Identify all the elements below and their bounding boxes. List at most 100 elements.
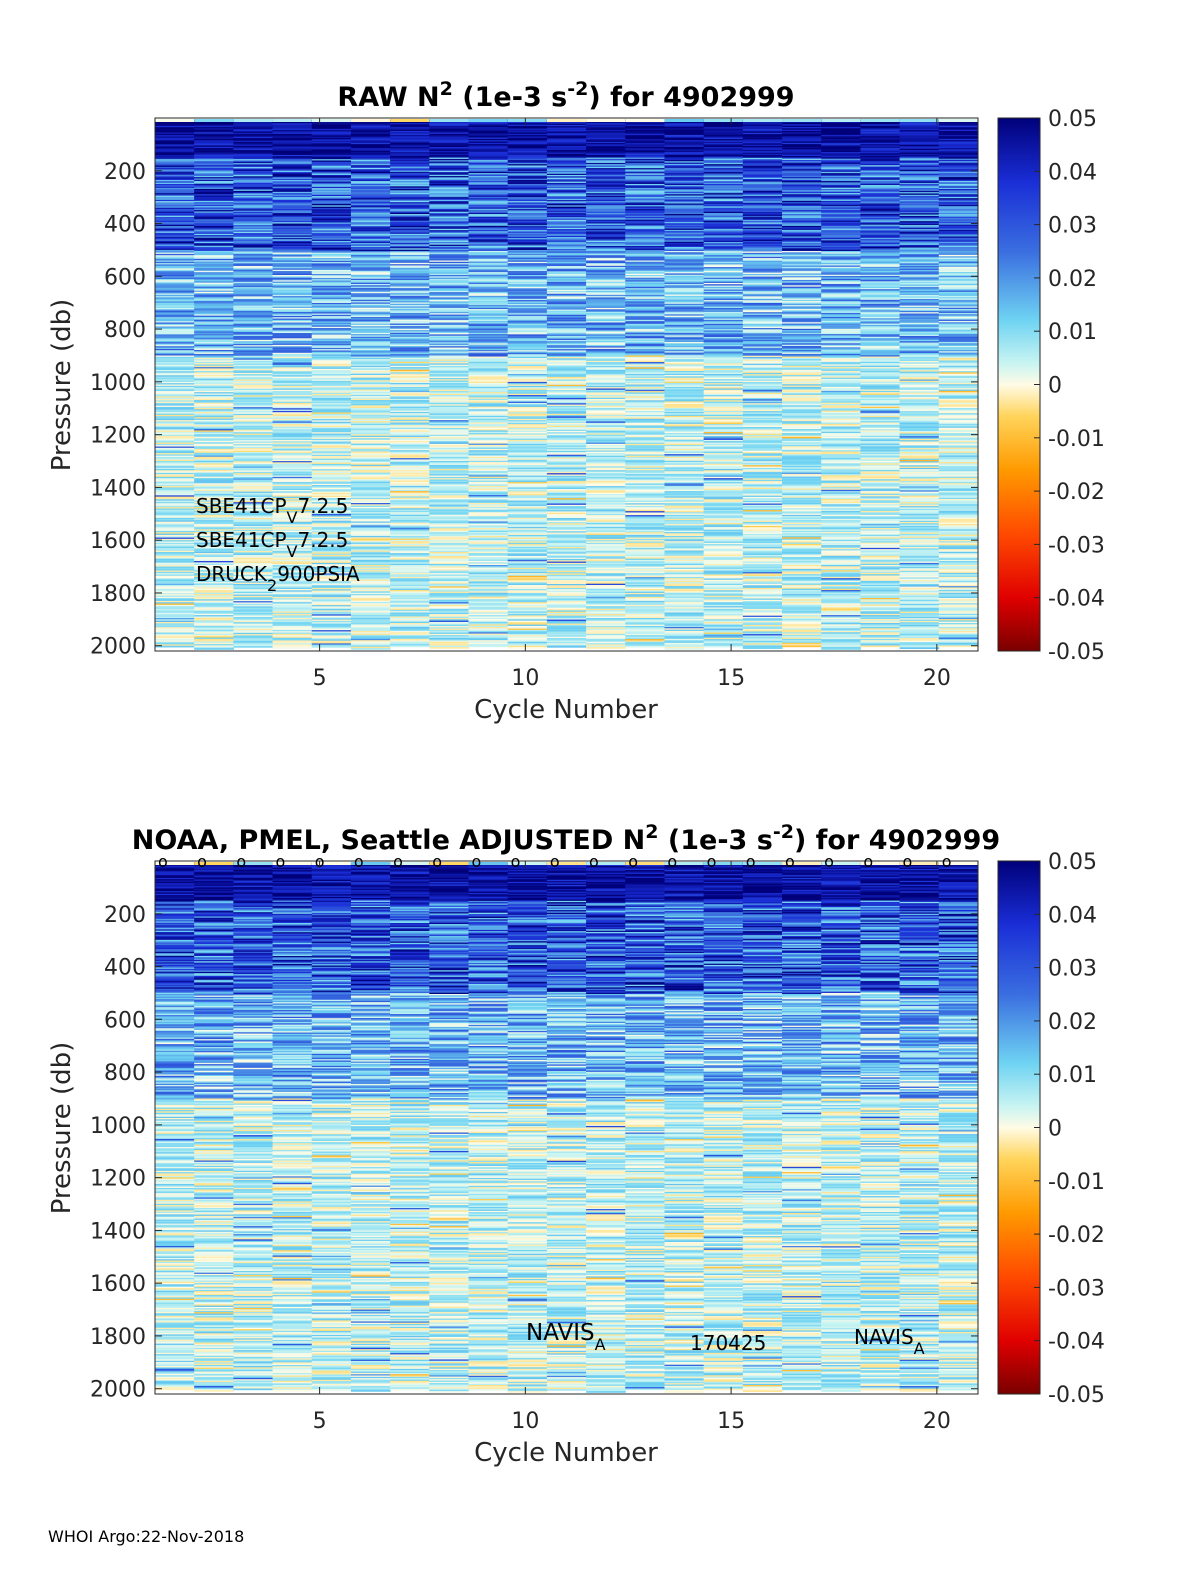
heat-cell xyxy=(311,145,352,148)
heat-cell xyxy=(272,164,313,166)
heat-cell xyxy=(350,530,391,533)
heat-cell xyxy=(233,126,274,128)
heat-cell xyxy=(194,570,234,572)
heat-cell xyxy=(272,136,313,139)
heat-cell xyxy=(272,615,313,618)
heat-cell xyxy=(233,312,274,314)
heat-cell xyxy=(350,237,391,240)
heat-cell xyxy=(311,549,352,552)
heat-cell xyxy=(155,161,195,164)
heat-cell xyxy=(272,141,313,144)
heat-cell xyxy=(155,201,195,203)
title-part: -2 xyxy=(567,78,588,100)
heat-cell xyxy=(233,561,274,564)
heat-cell xyxy=(155,187,195,190)
heat-cell xyxy=(311,288,352,291)
heat-cell xyxy=(311,485,352,487)
heat-cell xyxy=(155,393,195,396)
heat-cell xyxy=(390,144,430,146)
heat-cell xyxy=(311,541,352,544)
heat-cell xyxy=(233,569,274,572)
heat-cell xyxy=(272,268,313,271)
heat-cell xyxy=(272,281,313,284)
heat-cell xyxy=(350,407,391,410)
heat-cell xyxy=(311,247,352,250)
heat-cell xyxy=(233,343,274,346)
heat-cell xyxy=(155,520,195,523)
heat-cell xyxy=(350,314,391,317)
heat-cell xyxy=(272,137,313,140)
heat-cell xyxy=(350,262,391,265)
heat-cell xyxy=(233,469,274,471)
heat-cell xyxy=(311,357,352,359)
heat-cell xyxy=(233,392,274,395)
heat-cell xyxy=(272,234,313,236)
heat-cell xyxy=(155,542,195,545)
heat-cell xyxy=(194,183,234,186)
heat-cell xyxy=(272,211,313,214)
heat-cell xyxy=(272,186,313,189)
heat-cell xyxy=(350,340,391,343)
heat-cell xyxy=(194,314,234,317)
heat-cell xyxy=(233,361,274,363)
heat-cell xyxy=(233,143,274,146)
heat-cell xyxy=(272,135,313,137)
heat-cell xyxy=(272,582,313,585)
heat-cell xyxy=(311,322,352,325)
heat-cell xyxy=(311,403,352,405)
heat-cell xyxy=(233,481,274,483)
heat-cell xyxy=(272,451,313,454)
heat-cell xyxy=(311,643,352,646)
heat-cell xyxy=(233,525,274,528)
heat-cell xyxy=(350,554,391,557)
heat-cell xyxy=(155,309,195,312)
heat-cell xyxy=(350,634,391,637)
heat-cell xyxy=(233,614,274,617)
heat-cell xyxy=(233,243,274,246)
heat-cell xyxy=(155,127,195,129)
heat-cell xyxy=(233,317,274,320)
heat-cell xyxy=(233,296,274,299)
heat-cell xyxy=(155,569,195,571)
heat-cell xyxy=(311,123,352,126)
heat-cell xyxy=(155,530,195,533)
heat-cell xyxy=(350,645,391,648)
heat-cell xyxy=(350,584,391,587)
heat-cell xyxy=(155,227,195,230)
heat-cell xyxy=(311,273,352,276)
heat-cell xyxy=(350,261,391,264)
heat-cell xyxy=(350,491,391,493)
heat-cell xyxy=(194,223,234,225)
heat-cell xyxy=(272,125,313,128)
heat-cell xyxy=(272,618,313,620)
heat-cell xyxy=(194,260,234,262)
heat-cell xyxy=(311,601,352,603)
heat-cell xyxy=(155,263,195,265)
heat-cell xyxy=(311,240,352,243)
heat-cell xyxy=(272,546,313,549)
heat-cell xyxy=(194,311,234,314)
heat-cell xyxy=(155,575,195,578)
heat-cell xyxy=(350,497,391,500)
heat-cell xyxy=(194,161,234,163)
heat-cell xyxy=(390,146,430,149)
heat-cell xyxy=(233,235,274,238)
heat-cell xyxy=(272,329,313,331)
heat-cell xyxy=(350,357,391,360)
heat-cell xyxy=(155,329,195,331)
heat-cell xyxy=(350,339,391,342)
heat-cell xyxy=(194,343,234,346)
heat-cell xyxy=(233,483,274,486)
heat-cell xyxy=(390,152,430,154)
heat-cell xyxy=(272,575,313,578)
heat-cell xyxy=(155,615,195,618)
heat-cell xyxy=(233,192,274,194)
heat-cell xyxy=(155,550,195,553)
heat-cell xyxy=(272,170,313,173)
heat-cell xyxy=(194,410,234,413)
heat-cell xyxy=(311,184,352,186)
heat-cell xyxy=(155,635,195,637)
heat-cell xyxy=(155,355,195,358)
heat-cell xyxy=(194,439,234,442)
heat-cell xyxy=(194,157,234,160)
